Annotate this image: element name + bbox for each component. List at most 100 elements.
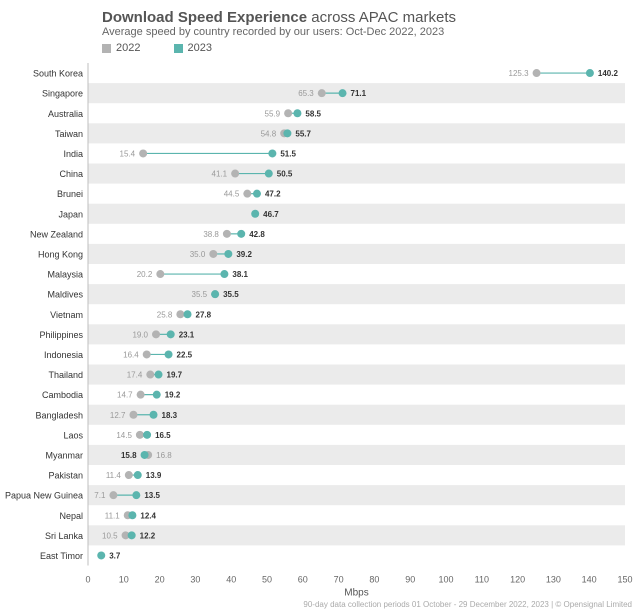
point-2022 [109,491,118,500]
x-tick-label: 0 [85,575,90,585]
row-band [88,284,625,305]
data-label-2022: 11.1 [105,511,121,520]
row-band [88,324,625,345]
point-2023 [237,229,246,238]
data-label-2023: 51.5 [280,149,296,158]
data-label-2022: 41.1 [212,170,228,179]
category-label: Singapore [42,89,83,99]
data-label-2023: 47.2 [265,190,281,199]
category-label: Sri Lanka [45,531,83,541]
point-2022 [121,531,130,540]
point-2022 [209,249,218,258]
category-label: Philippines [39,330,83,340]
point-2023 [149,410,158,419]
point-2022 [176,310,185,319]
point-2022 [146,370,155,379]
data-label-2023: 19.2 [165,391,181,400]
category-label: Brunei [57,189,83,199]
x-tick-label: 20 [155,575,165,585]
category-label: Australia [48,109,83,119]
row-band [88,525,625,546]
data-label-2022: 14.7 [117,391,133,400]
data-label-2023: 71.1 [351,89,367,98]
data-label-2023: 22.5 [177,350,193,359]
point-2023 [164,350,173,359]
point-2023 [127,531,136,540]
data-label-2022: 10.5 [102,531,118,540]
chart-legend: 2022 2023 [102,42,242,56]
data-label-2023: 140.2 [598,69,619,78]
category-label: Laos [63,430,83,440]
point-2023 [268,149,277,158]
x-tick-label: 50 [262,575,272,585]
category-label: Maldives [47,290,83,300]
point-2022 [136,390,145,399]
category-label: Japan [58,209,83,219]
point-2023 [97,551,106,560]
point-2022 [156,270,165,279]
point-2023 [140,450,149,459]
point-2023 [283,129,292,138]
point-2023 [183,310,192,319]
data-label-2022: 38.8 [203,230,219,239]
legend-label-2022: 2022 [116,42,141,54]
footer-note: 90-day data collection periods 01 Octobe… [303,600,632,609]
category-label: East Timor [40,551,83,561]
data-label-2023: 23.1 [179,330,195,339]
x-tick-label: 30 [190,575,200,585]
data-label-2022: 65.3 [298,89,314,98]
row-band [88,404,625,425]
row-band [88,203,625,224]
data-label-2023: 12.2 [140,531,156,540]
data-label-2023: 42.8 [249,230,265,239]
point-2022 [243,189,252,198]
data-label-2023: 13.5 [144,491,160,500]
data-label-2022: 15.4 [120,149,136,158]
chart-title: Download Speed Experience across APAC ma… [102,9,456,26]
data-label-2022: 125.3 [509,69,530,78]
point-2022 [222,229,231,238]
category-label: China [59,169,83,179]
data-label-2022: 25.8 [157,310,173,319]
category-label: New Zealand [30,229,83,239]
data-label-2022: 11.4 [106,471,122,480]
data-label-2023: 39.2 [236,250,252,259]
point-2023 [128,511,137,520]
point-2022 [135,430,144,439]
chart-title-rest: across APAC markets [307,9,456,26]
point-2023 [338,89,347,98]
data-label-2022: 35.0 [190,250,206,259]
category-label: Cambodia [42,390,83,400]
data-label-2022: 16.4 [123,350,139,359]
data-label-2022: 20.2 [137,270,153,279]
category-label: Taiwan [55,129,83,139]
x-tick-label: 120 [510,575,525,585]
data-label-2022: 44.5 [224,190,240,199]
point-2023 [224,249,233,258]
point-2023 [252,189,261,198]
point-2022 [532,69,541,78]
point-2023 [211,290,220,299]
data-label-2023: 12.4 [140,511,156,520]
x-tick-label: 140 [582,575,597,585]
row-band [88,243,625,264]
point-2023 [166,330,175,339]
row-band [88,364,625,385]
point-2023 [264,169,273,178]
x-tick-label: 110 [475,575,489,585]
point-2022 [124,471,133,480]
data-label-2023: 55.7 [295,129,311,138]
data-label-2023: 27.8 [196,310,212,319]
data-label-2022: 14.5 [116,431,132,440]
data-label-2023: 16.5 [155,431,171,440]
data-label-2022: 16.8 [156,451,172,460]
x-tick-label: 60 [298,575,308,585]
data-label-2023: 3.7 [109,551,121,560]
x-tick-label: 150 [617,575,632,585]
point-2022 [139,149,148,158]
point-2022 [152,330,161,339]
category-label: Indonesia [44,350,83,360]
data-label-2023: 15.8 [121,451,137,460]
x-tick-label: 80 [369,575,379,585]
